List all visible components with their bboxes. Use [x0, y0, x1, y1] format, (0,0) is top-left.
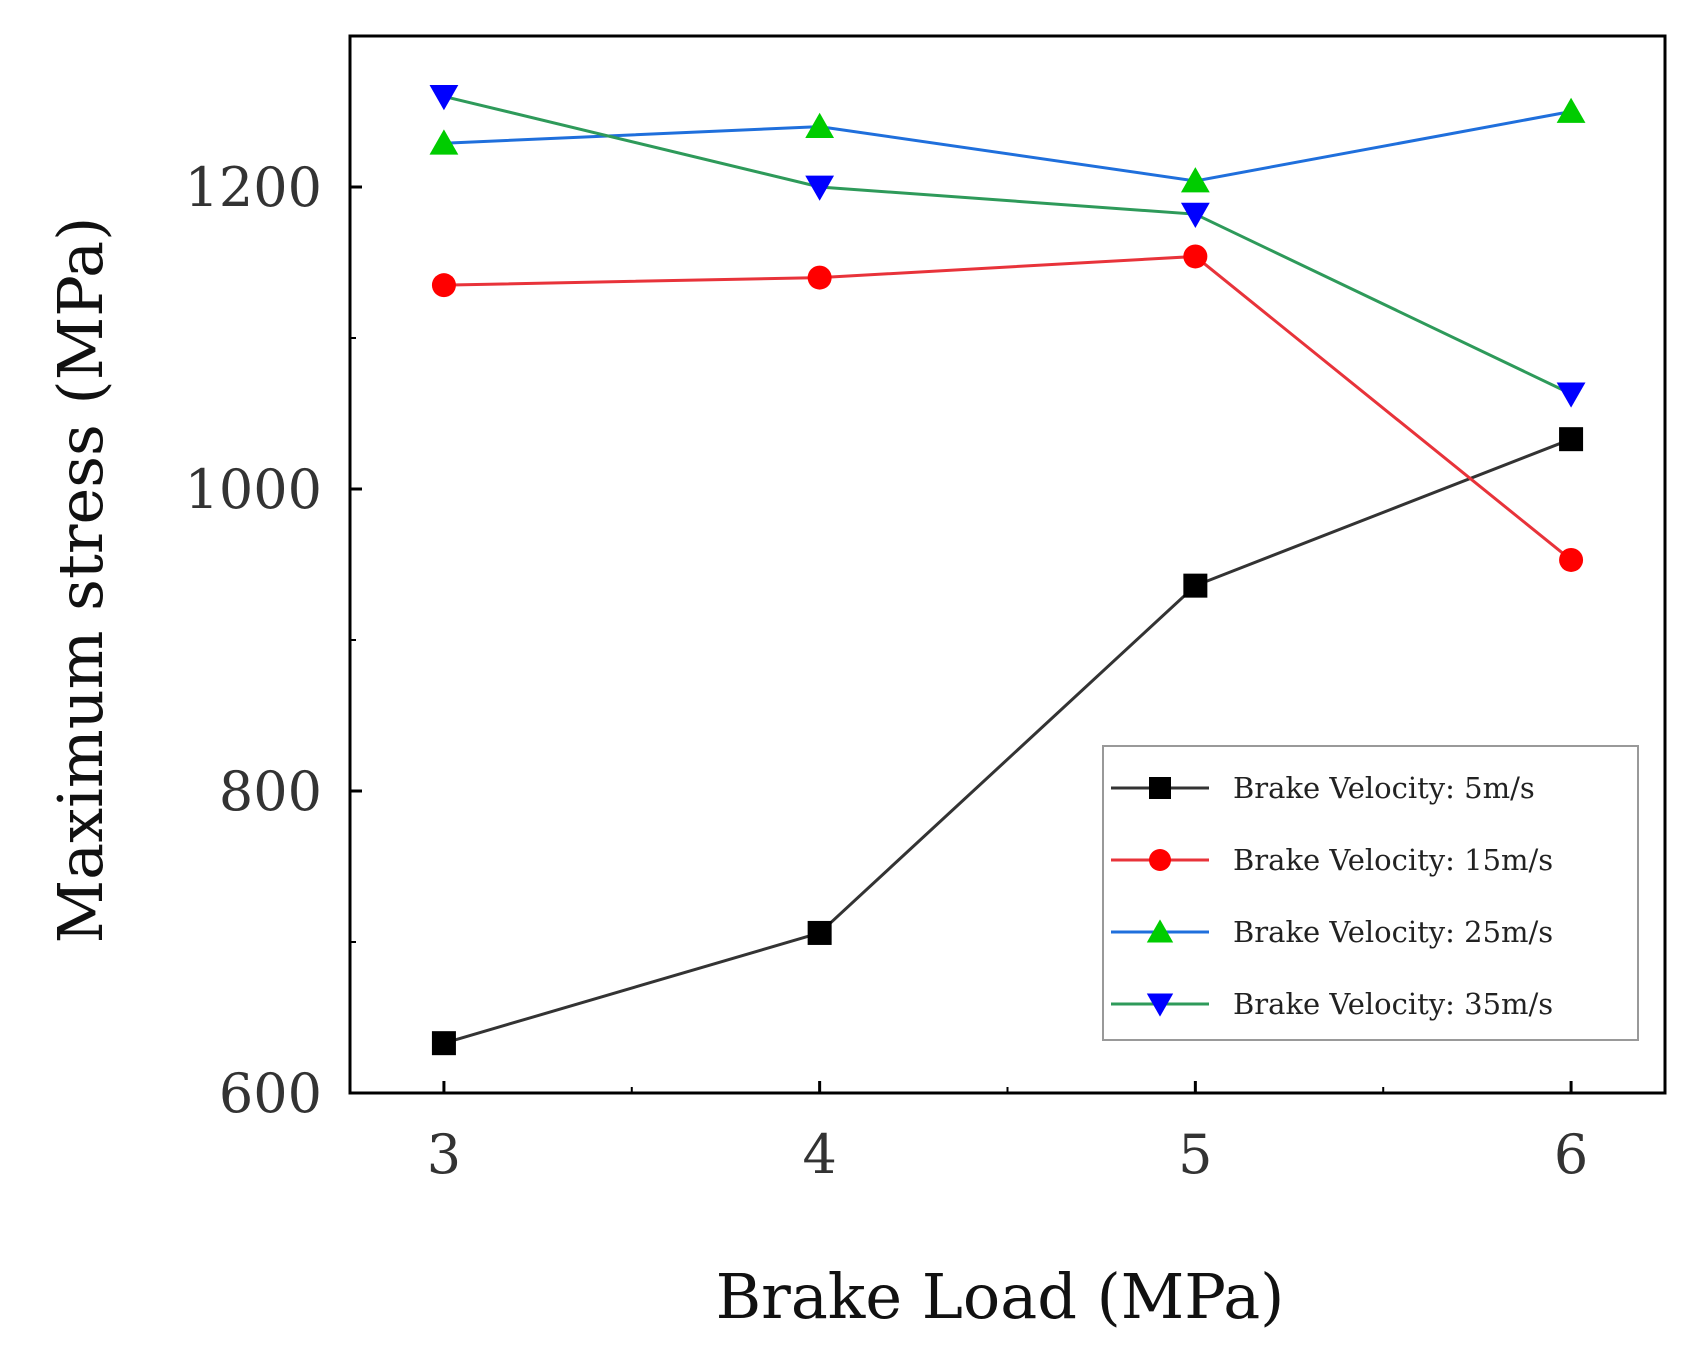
- data-point-s4-x6: [1556, 382, 1586, 408]
- series-line-1: [443, 437, 1572, 1045]
- legend-marker-3: [1146, 919, 1174, 943]
- legend-label-4: Brake Velocity: 35m/s: [1233, 987, 1553, 1021]
- x-tick-label-5: 5: [1178, 1123, 1212, 1186]
- legend-label-3: Brake Velocity: 25m/s: [1233, 915, 1553, 949]
- legend-box: [1102, 745, 1639, 1041]
- data-point-s2-x5: [1183, 244, 1208, 269]
- legend-marker-2: [1149, 849, 1171, 871]
- x-axis-title: Brake Load (MPa): [716, 1260, 1285, 1333]
- data-point-s3-x3: [429, 129, 459, 155]
- legend: Brake Velocity: 5m/s Brake Velocity: 15m/…: [1102, 745, 1639, 1041]
- y-axis-title: Maximum stress (MPa): [44, 217, 117, 944]
- series-line-4: [443, 94, 1572, 396]
- series-3: [429, 97, 1586, 193]
- y-tick-label-800: 800: [219, 760, 322, 823]
- series-2: [431, 244, 1584, 572]
- series-1: [431, 427, 1584, 1056]
- x-tick-label-3: 3: [427, 1123, 461, 1186]
- data-point-s1-x6: [1559, 427, 1584, 452]
- legend-marker-4: [1146, 993, 1174, 1017]
- data-point-s2-x6: [1559, 547, 1584, 572]
- x-tick-label-4: 4: [802, 1123, 836, 1186]
- data-point-s4-x5: [1180, 202, 1210, 228]
- data-point-s3-x6: [1556, 97, 1586, 123]
- data-point-s1-x4: [807, 920, 832, 945]
- data-point-s4-x3: [429, 85, 459, 111]
- data-point-s4-x4: [805, 175, 835, 201]
- series-line-3: [443, 110, 1572, 183]
- legend-marker-1: [1149, 777, 1171, 799]
- data-point-s2-x3: [431, 273, 456, 298]
- data-point-s3-x5: [1180, 167, 1210, 193]
- data-point-s1-x3: [431, 1031, 456, 1056]
- axes: 3 4 5 6 600 800 1000 1200: [185, 34, 1667, 1186]
- data-point-s2-x4: [807, 265, 832, 290]
- legend-label-2: Brake Velocity: 15m/s: [1233, 843, 1553, 877]
- legend-item-2: Brake Velocity: 15m/s: [1111, 843, 1553, 877]
- series-layer: [429, 85, 1586, 1056]
- legend-label-1: Brake Velocity: 5m/s: [1233, 771, 1535, 805]
- data-point-s3-x4: [805, 112, 835, 138]
- legend-item-4: Brake Velocity: 35m/s: [1111, 987, 1553, 1021]
- legend-item-3: Brake Velocity: 25m/s: [1111, 915, 1553, 949]
- y-tick-label-1200: 1200: [185, 156, 322, 219]
- y-tick-label-1000: 1000: [185, 458, 322, 521]
- x-tick-label-6: 6: [1554, 1123, 1588, 1186]
- series-line-2: [443, 254, 1573, 562]
- legend-item-1: Brake Velocity: 5m/s: [1111, 771, 1535, 805]
- y-tick-label-600: 600: [219, 1062, 322, 1125]
- series-4: [429, 85, 1586, 408]
- data-point-s1-x5: [1183, 573, 1208, 598]
